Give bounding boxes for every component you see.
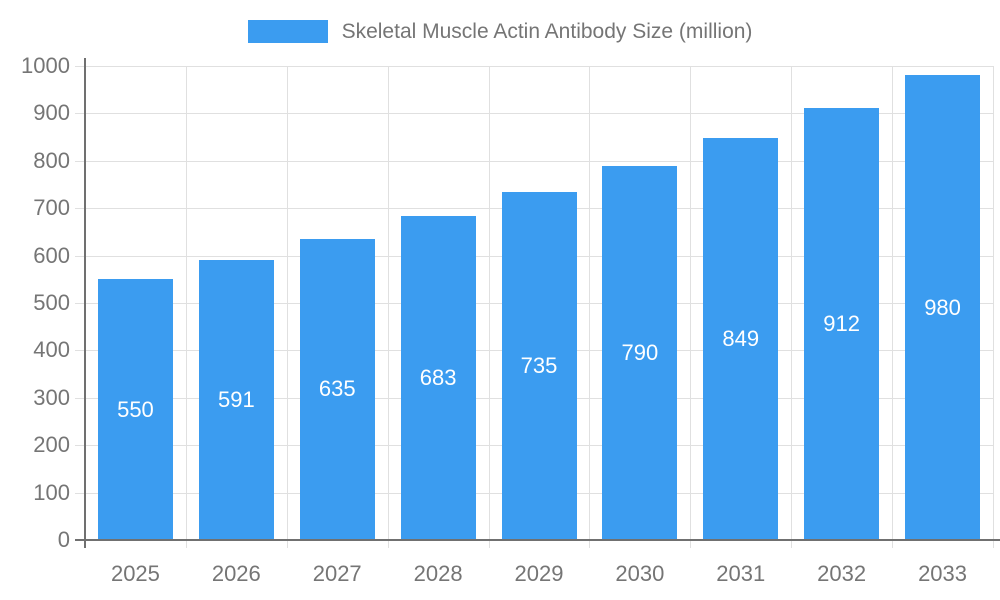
bar-value-label: 683 (419, 365, 457, 391)
bar-value-label: 550 (117, 396, 154, 422)
gridline-vertical (791, 66, 793, 548)
bar-2029[interactable]: 735 (501, 191, 577, 540)
bar-2027[interactable]: 635 (299, 239, 375, 540)
y-axis-label: 700 (33, 195, 70, 221)
y-axis-label: 900 (33, 100, 70, 126)
y-axis-label: 600 (33, 242, 70, 268)
bar-2032[interactable]: 912 (804, 107, 880, 540)
bar-value-label: 912 (823, 310, 861, 336)
bar-2030[interactable]: 790 (602, 165, 678, 540)
bar-value-label: 735 (520, 352, 558, 378)
x-axis-label: 2032 (817, 561, 867, 586)
x-axis-label: 2029 (514, 561, 564, 586)
bar-2028[interactable]: 683 (400, 216, 476, 540)
bar-2031[interactable]: 849 (703, 137, 779, 540)
y-axis-label: 300 (33, 384, 70, 410)
bar-value-label: 849 (722, 325, 760, 351)
bar-value-label: 591 (217, 386, 255, 412)
y-axis-line (84, 58, 86, 548)
y-axis-label: 500 (33, 290, 70, 315)
gridline-vertical (488, 66, 490, 548)
bar-2026[interactable]: 591 (198, 259, 274, 540)
gridline-vertical (589, 66, 591, 548)
y-axis-label: 0 (57, 527, 70, 552)
bar-value-label: 635 (318, 376, 356, 402)
y-axis-label: 1000 (21, 53, 70, 78)
gridline-vertical (387, 66, 389, 548)
bar-2033[interactable]: 980 (905, 75, 981, 540)
gridline-horizontal (75, 113, 993, 115)
legend[interactable]: Skeletal Muscle Actin Antibody Size (mil… (0, 20, 1000, 43)
y-axis-label: 800 (33, 147, 70, 173)
gridline-vertical (892, 66, 894, 548)
legend-swatch (247, 20, 328, 43)
x-axis-label: 2028 (413, 561, 463, 586)
gridline-vertical (993, 66, 994, 548)
bar-2025[interactable]: 550 (97, 279, 173, 540)
bar-value-label: 790 (621, 339, 659, 365)
x-axis-label: 2026 (211, 561, 261, 586)
gridline-vertical (185, 66, 187, 548)
gridline-horizontal (75, 66, 993, 67)
gridline-vertical (286, 66, 288, 548)
x-axis-label: 2025 (110, 561, 160, 586)
legend-label: Skeletal Muscle Actin Antibody Size (mil… (341, 19, 753, 43)
x-axis-label: 2027 (312, 561, 362, 586)
x-axis-label: 2033 (918, 561, 968, 586)
bar-value-label: 980 (924, 294, 961, 320)
gridline-horizontal (75, 160, 993, 162)
x-axis-line (75, 539, 1000, 541)
x-axis-label: 2030 (615, 561, 665, 586)
x-axis-label: 2031 (716, 561, 766, 586)
y-axis-label: 100 (33, 479, 70, 505)
y-axis-label: 200 (33, 432, 70, 458)
gridline-vertical (690, 66, 692, 548)
y-axis-label: 400 (33, 337, 70, 363)
